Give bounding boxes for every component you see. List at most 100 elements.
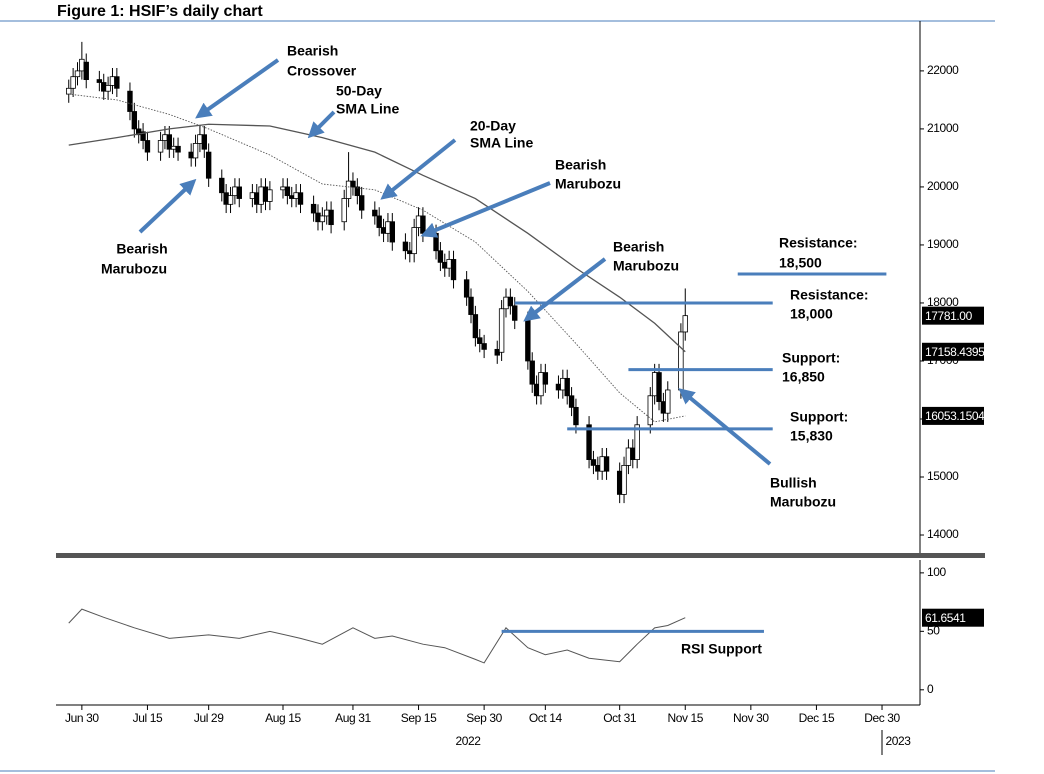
x-tick-label: Jun 30 xyxy=(65,711,99,725)
candle-body xyxy=(358,195,365,211)
y-tick-label: 14000 xyxy=(927,527,959,541)
candle-body xyxy=(437,250,444,263)
candle-body xyxy=(590,459,597,466)
candle-body xyxy=(350,180,356,188)
value-tag-box xyxy=(922,608,984,627)
annotation: Bearish xyxy=(613,239,664,255)
candle-body xyxy=(223,192,229,205)
x-tick-label: Dec 30 xyxy=(864,711,900,725)
candle-body xyxy=(682,315,688,333)
candle-body xyxy=(433,232,439,252)
y-tick-label: 0 xyxy=(927,682,934,696)
x-tick-label: Aug 31 xyxy=(335,711,371,725)
candle-body xyxy=(297,192,304,205)
annotation: Bearish xyxy=(116,241,167,257)
x-tick-label: Jul 15 xyxy=(133,711,163,725)
x-tick-label: Sep 15 xyxy=(401,711,437,725)
y-tick-label: 15000 xyxy=(927,469,959,483)
candle-body xyxy=(411,227,417,255)
annotation: Crossover xyxy=(287,63,357,79)
candle-body xyxy=(101,82,107,92)
sma-line xyxy=(68,123,686,353)
candle-body xyxy=(324,209,330,217)
candle-body xyxy=(105,84,111,92)
candle-body xyxy=(197,134,203,144)
annotation: SMA Line xyxy=(336,101,399,117)
candle-body xyxy=(665,389,671,414)
candle-body xyxy=(385,221,391,234)
candle-body xyxy=(79,58,85,72)
candle-body xyxy=(127,90,133,112)
candle-body xyxy=(232,186,238,197)
annotation: 20-Day xyxy=(470,118,516,134)
candle-body xyxy=(166,134,173,150)
candle-body xyxy=(236,186,242,199)
level-label: Support: xyxy=(782,350,840,366)
value-tag: 17781.00 xyxy=(925,309,973,323)
candle-body xyxy=(341,198,347,223)
candle-body xyxy=(389,221,396,243)
y-tick-label: 19000 xyxy=(927,237,959,251)
arrow xyxy=(678,388,772,466)
candle-body xyxy=(625,447,632,466)
y-tick-label: 100 xyxy=(927,565,947,579)
candle-body xyxy=(249,192,256,199)
candle-body xyxy=(542,372,549,385)
x-tick-label: Oct 31 xyxy=(603,711,637,725)
annotation: Marubozu xyxy=(555,176,621,192)
candle-body xyxy=(284,186,291,197)
candle-body xyxy=(472,314,479,339)
candle-body xyxy=(621,464,627,495)
candle-body xyxy=(599,456,605,472)
candle-body xyxy=(354,186,361,197)
candle-body xyxy=(144,140,151,153)
candle-body xyxy=(170,145,177,150)
panel-separator xyxy=(56,553,985,558)
candle-body xyxy=(293,192,299,199)
x-tick-label: Aug 15 xyxy=(265,711,301,725)
y-tick-label: 50 xyxy=(927,624,940,638)
candle-body xyxy=(634,424,640,460)
candle-body xyxy=(525,319,531,362)
candle-body xyxy=(162,134,168,141)
candle-body xyxy=(328,209,334,226)
annotation: Marubozu xyxy=(101,261,167,277)
candle-body xyxy=(420,215,426,234)
arrow xyxy=(138,178,197,234)
candle-body xyxy=(573,406,579,426)
arrow xyxy=(380,138,457,200)
candle-body xyxy=(538,372,544,397)
candle-body xyxy=(678,331,684,391)
candle-body xyxy=(442,261,448,269)
candle-body xyxy=(564,377,570,397)
value-tag-box xyxy=(922,342,984,361)
candle-body xyxy=(481,343,487,350)
candle-body xyxy=(175,145,181,153)
candle-body xyxy=(258,186,264,205)
candle-body xyxy=(616,470,623,495)
candle-body xyxy=(205,151,212,179)
candle-body xyxy=(262,186,269,202)
candle-body xyxy=(656,372,662,402)
y-tick-label: 22000 xyxy=(927,63,959,77)
candle-body xyxy=(630,447,636,460)
candle-body xyxy=(289,195,295,199)
candle-body xyxy=(450,259,457,281)
y-tick-label: 21000 xyxy=(927,121,959,135)
candle-body xyxy=(74,70,81,78)
value-tags: 17781.00 17158.4395 16053.1504 61.6541 xyxy=(922,306,986,627)
level-label: 18,500 xyxy=(779,255,822,271)
candle-body xyxy=(83,61,89,80)
value-tag: 61.6541 xyxy=(925,611,966,625)
candle-body xyxy=(507,296,514,307)
candle-body xyxy=(201,134,207,150)
candle-body xyxy=(446,259,452,269)
value-tag-box xyxy=(922,406,984,425)
candle-body xyxy=(131,111,138,130)
candle-body xyxy=(463,279,470,298)
candle-body xyxy=(494,348,500,356)
candle-body xyxy=(560,377,566,391)
candle-body xyxy=(660,401,667,414)
candle-body xyxy=(415,215,422,228)
